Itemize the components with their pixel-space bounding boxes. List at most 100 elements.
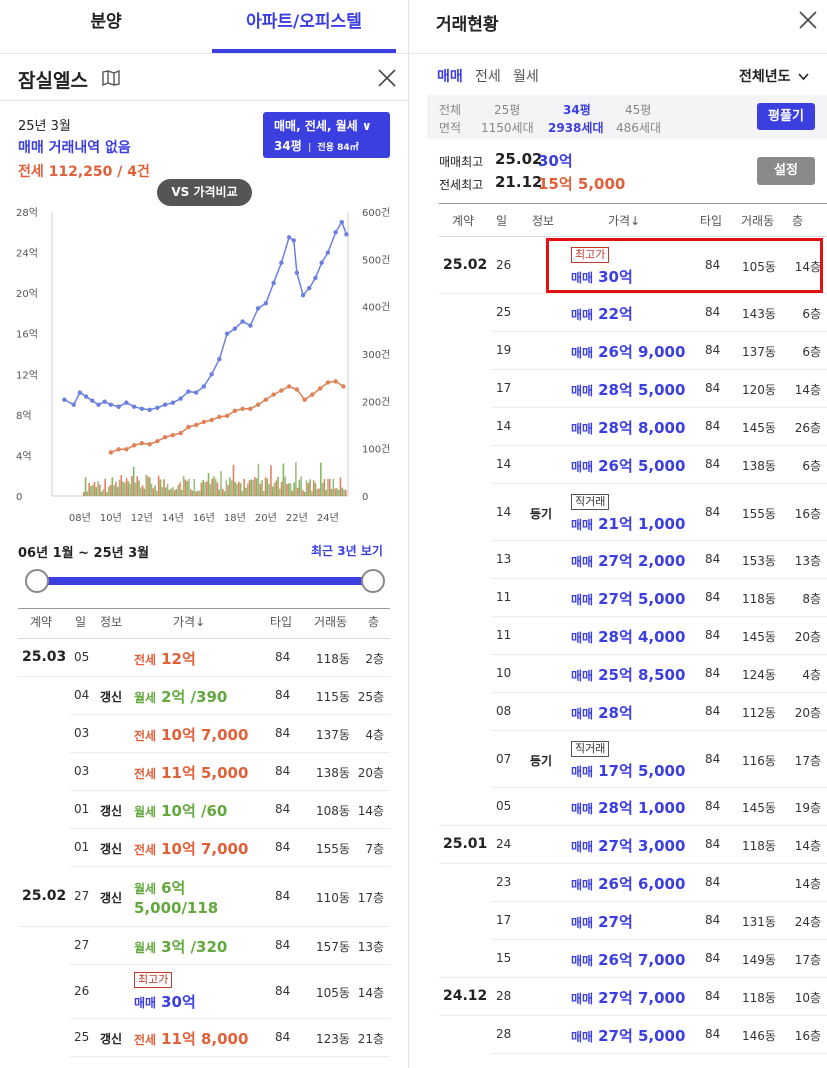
deal-tab-sale[interactable]: 매매 [437,69,463,85]
volume-bar [232,464,235,496]
deal-tab-jeonse[interactable]: 전세 [475,69,501,85]
y-right-tick-label: 0 [362,492,368,503]
table-row[interactable]: 11 매매 27억 5,000 84 118동 8층 [439,579,827,617]
price-point [291,238,296,243]
price-type-label: 매매 [571,878,594,892]
table-row[interactable]: 28 매매 27억 5,000 84 146동 16층 [439,1016,827,1054]
row-floor: 8층 [802,592,821,606]
table-row[interactable]: 03 전세 10억 7,000 84 137동 4층 [18,715,390,753]
price-value: 3억 /320 [161,938,228,956]
row-floor: 13층 [794,554,821,568]
table-row[interactable]: 19 매매 26억 9,000 84 137동 6층 [439,332,827,370]
price-point [90,398,95,403]
row-divider [491,578,827,579]
table-row[interactable]: 26 최고가 매매 30억 84 105동 14층 [18,965,390,1019]
row-info: 갱신 [100,842,123,856]
unfold-sizes-button[interactable]: 평풀기 [757,103,815,130]
deal-type-size-filter[interactable]: 매매, 전세, 월세 ∨ 34평 | 전용 84㎡ [263,112,390,158]
price-type-label: 매매 [571,840,594,854]
table-row[interactable]: 05 매매 28억 1,000 84 145동 19층 [439,788,827,826]
row-type: 84 [705,989,721,1003]
table-row[interactable]: 25.01 24 매매 27억 3,000 84 118동 14층 [439,826,827,864]
volume-bar [225,480,228,496]
range-slider-start-handle[interactable] [25,569,49,593]
table-row[interactable]: 14 매매 28억 8,000 84 145동 26층 [439,408,827,446]
volume-bar [211,478,213,496]
volume-bar [328,478,331,496]
table-row[interactable]: 13 매매 27억 2,000 84 153동 13층 [439,541,827,579]
price-value: 11억 8,000 [161,1030,249,1048]
price-point [240,319,245,324]
year-select[interactable]: 전체년도 [739,66,810,86]
table-row[interactable]: 23 매매 26억 6,000 84 14층 [439,864,827,902]
map-icon[interactable] [102,69,120,87]
volume-bar [246,483,249,496]
row-dong: 120동 [742,383,776,397]
table-row[interactable]: 11 매매 28억 4,000 84 145동 20층 [439,617,827,655]
settings-button[interactable]: 설정 [757,157,815,185]
column-header[interactable]: 가격↓ [608,214,641,228]
size-45[interactable]: 45평 [625,103,652,117]
table-row[interactable]: 15 매매 26억 7,000 84 149동 17층 [439,940,827,978]
row-price: 전세 11억 5,000 [134,762,248,783]
price-value: 10억 /60 [161,802,228,820]
volume-bar [327,479,329,496]
volume-bar [325,489,327,496]
close-icon[interactable] [798,10,818,30]
size-25[interactable]: 25평 [494,103,521,117]
row-floor: 4층 [802,668,821,682]
row-type: 84 [705,704,721,718]
recent-3-years-link[interactable]: 최근 3년 보기 [311,544,383,558]
table-row[interactable]: 04 갱신 월세 2억 /390 84 115동 25층 [18,677,390,715]
price-point [232,326,238,331]
price-type-label: 매매 [571,384,594,398]
table-row[interactable]: 25.02 26 최고가 매매 30억 84 105동 14층 [439,237,827,294]
row-divider [439,863,827,864]
table-row[interactable]: 03 전세 11억 5,000 84 138동 20층 [18,753,390,791]
table-row[interactable]: 01 갱신 전세 10억 7,000 84 155동 7층 [18,829,390,867]
volume-bar [191,490,194,496]
row-day: 17 [496,381,512,395]
close-icon[interactable] [377,68,397,88]
tab-presale[interactable]: 분양 [90,12,122,32]
table-row[interactable]: 17 매매 28억 5,000 84 120동 14층 [439,370,827,408]
price-value: 27억 2,000 [598,552,686,570]
table-row[interactable]: 14 등기 직거래 매매 21억 1,000 84 155동 16층 [439,484,827,541]
table-row[interactable]: 01 갱신 월세 10억 /60 84 108동 14층 [18,791,390,829]
table-row[interactable]: 10 매매 25억 8,500 84 124동 4층 [439,655,827,693]
size-all-label[interactable]: 전체 [439,103,462,117]
price-point [186,424,191,430]
table-row[interactable]: 27 월세 3억 /320 84 157동 13층 [18,927,390,965]
tab-apartment-officetel[interactable]: 아파트/오피스텔 [246,12,362,32]
volume-bar [287,483,290,496]
price-point [217,356,222,362]
volume-bar [189,489,192,496]
volume-bar [343,489,345,496]
table-row[interactable]: 17 매매 27억 84 131동 24층 [439,902,827,940]
volume-bar [295,462,297,496]
column-header[interactable]: 가격↓ [173,615,206,629]
table-row[interactable]: 24.12 28 매매 27억 7,000 84 118동 10층 [439,978,827,1016]
table-row[interactable]: 14 매매 26억 5,000 84 138동 6층 [439,446,827,484]
size-34[interactable]: 34평 [563,103,591,117]
table-row[interactable]: 25 갱신 전세 11억 8,000 84 123동 21층 [18,1019,390,1057]
volume-bar [266,478,269,496]
table-row[interactable]: 07 등기 직거래 매매 17억 5,000 84 116동 17층 [439,731,827,788]
row-dong: 116동 [742,753,776,768]
table-row[interactable]: 08 매매 28억 84 112동 20층 [439,693,827,731]
range-slider-end-handle[interactable] [361,569,385,593]
price-compare-button[interactable]: VS 가격비교 [157,179,252,206]
table-row[interactable]: 25.02 27 갱신 월세 6억 5,000/118 84 110동 17층 [18,867,390,927]
table-row[interactable]: 25.03 05 전세 12억 84 118동 2층 [18,639,390,677]
max-jeonse-price: 15억 5,000 [538,175,626,193]
table-row[interactable]: 25 매매 22억 84 143동 6층 [439,294,827,332]
size-45-households: 486세대 [616,121,661,135]
row-floor: 14층 [794,877,821,891]
price-point [263,301,269,306]
volume-bar [320,462,322,496]
row-type: 84 [705,628,721,642]
row-divider [491,445,827,446]
volume-bar [332,478,335,496]
deal-tab-wolse[interactable]: 월세 [513,69,539,85]
price-type-label: 매매 [571,669,594,683]
